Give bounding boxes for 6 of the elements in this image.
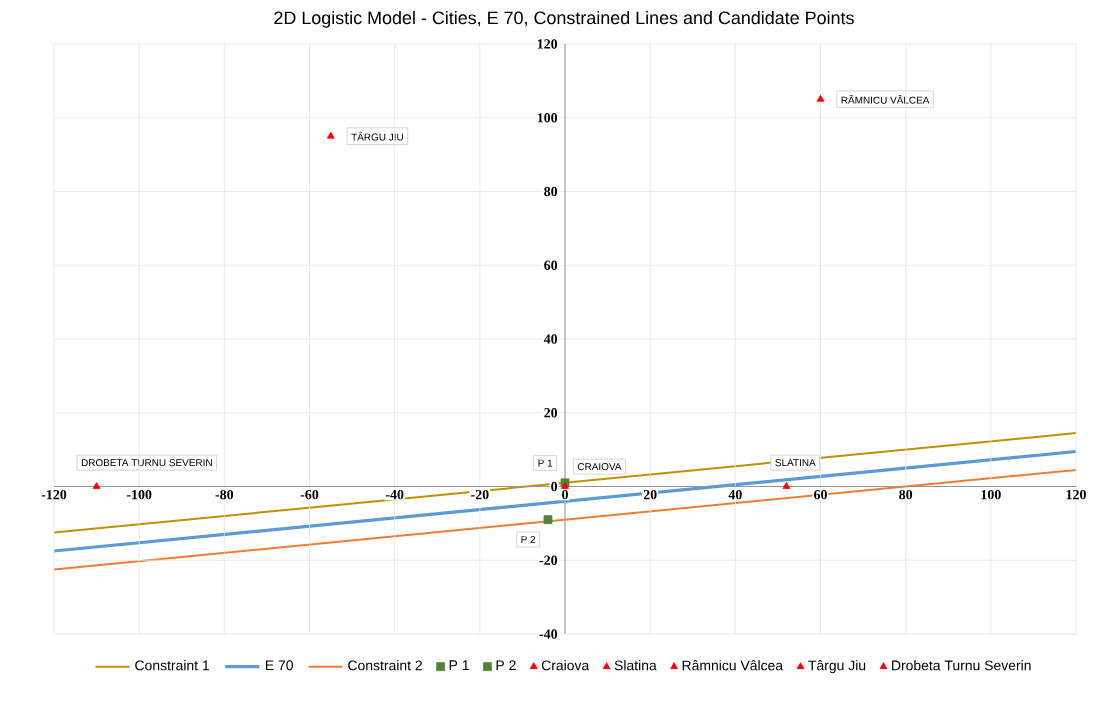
point [543,515,553,525]
point [92,482,101,489]
chart-title: 2D Logistic Model - Cities, E 70, Constrained Lines and Candidate Points [274,11,854,28]
point [816,94,825,102]
point [782,482,791,489]
point [326,131,335,139]
